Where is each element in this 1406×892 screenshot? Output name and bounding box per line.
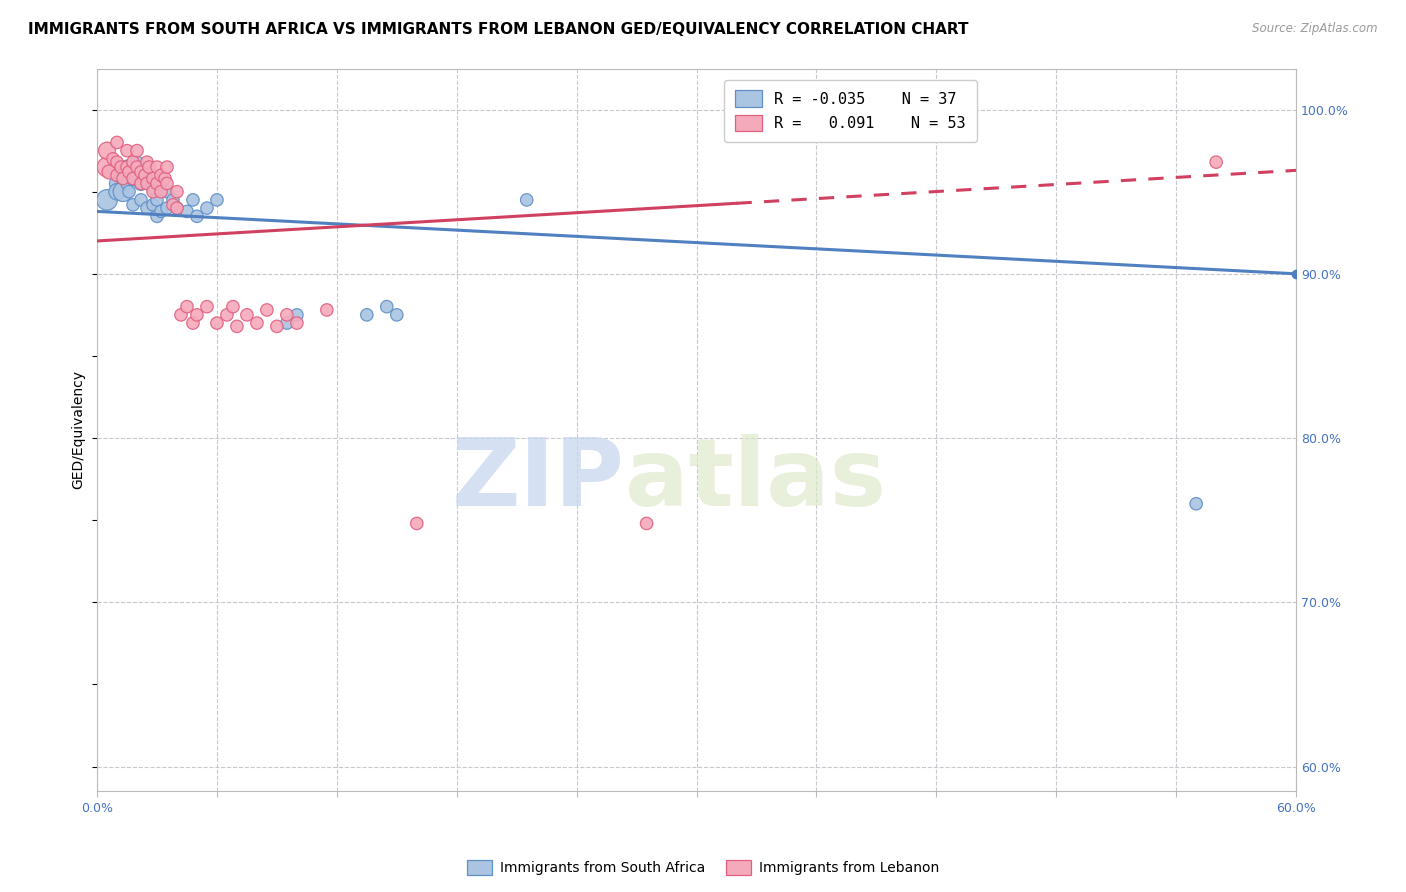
Point [105,185,128,199]
Point [96,160,118,174]
Point [142,181,165,195]
Point [285,316,308,330]
Point [125,155,148,169]
Point [134,168,156,182]
Point [125,160,148,174]
Point [156,185,179,199]
Point [101,152,124,166]
Point [405,516,427,531]
Point [195,300,218,314]
Point [122,171,145,186]
Point [96,193,118,207]
Point [166,201,188,215]
Point [236,308,259,322]
Point [162,198,184,212]
Point [118,185,141,199]
Legend: R = -0.035    N = 37, R =   0.091    N = 53: R = -0.035 N = 37, R = 0.091 N = 53 [724,79,977,142]
Point [150,168,173,182]
Point [1185,497,1208,511]
Point [115,144,138,158]
Point [205,316,228,330]
Point [150,185,173,199]
Point [516,193,538,207]
Point [315,302,337,317]
Point [222,300,245,314]
Point [146,177,169,191]
Point [105,168,128,182]
Point [111,171,134,186]
Point [115,177,138,191]
Legend: Immigrants from South Africa, Immigrants from Lebanon: Immigrants from South Africa, Immigrants… [461,855,945,880]
Point [356,308,378,322]
Point [156,201,179,215]
Point [276,308,298,322]
Point [1205,155,1227,169]
Point [98,165,121,179]
Point [142,171,165,186]
Point [375,300,398,314]
Point [129,193,152,207]
Point [129,165,152,179]
Point [142,185,165,199]
Point [205,193,228,207]
Point [111,185,134,199]
Point [285,308,308,322]
Point [385,308,408,322]
Point [153,171,176,186]
Point [226,319,249,334]
Point [186,210,208,224]
Text: ZIP: ZIP [451,434,624,526]
Point [129,177,152,191]
Point [170,308,193,322]
Text: atlas: atlas [624,434,886,526]
Point [122,198,145,212]
Point [176,300,198,314]
Point [166,201,188,215]
Point [105,168,128,182]
Point [156,177,179,191]
Point [146,160,169,174]
Point [636,516,658,531]
Point [136,177,159,191]
Point [215,308,238,322]
Point [105,136,128,150]
Point [129,177,152,191]
Point [146,193,169,207]
Point [166,185,188,199]
Point [122,155,145,169]
Point [156,160,179,174]
Point [122,171,145,186]
Point [146,210,169,224]
Point [176,204,198,219]
Text: IMMIGRANTS FROM SOUTH AFRICA VS IMMIGRANTS FROM LEBANON GED/EQUIVALENCY CORRELAT: IMMIGRANTS FROM SOUTH AFRICA VS IMMIGRAN… [28,22,969,37]
Point [162,193,184,207]
Point [115,160,138,174]
Y-axis label: GED/Equivalency: GED/Equivalency [72,370,86,490]
Point [266,319,288,334]
Point [136,171,159,186]
Point [276,316,298,330]
Point [105,177,128,191]
Point [138,160,160,174]
Point [96,144,118,158]
Point [118,165,141,179]
Point [142,198,165,212]
Point [195,201,218,215]
Point [125,144,148,158]
Point [181,193,204,207]
Point [150,204,173,219]
Point [115,160,138,174]
Point [111,168,134,182]
Point [186,308,208,322]
Point [110,160,132,174]
Point [136,155,159,169]
Text: Source: ZipAtlas.com: Source: ZipAtlas.com [1253,22,1378,36]
Point [246,316,269,330]
Point [181,316,204,330]
Point [136,201,159,215]
Point [105,155,128,169]
Point [256,302,278,317]
